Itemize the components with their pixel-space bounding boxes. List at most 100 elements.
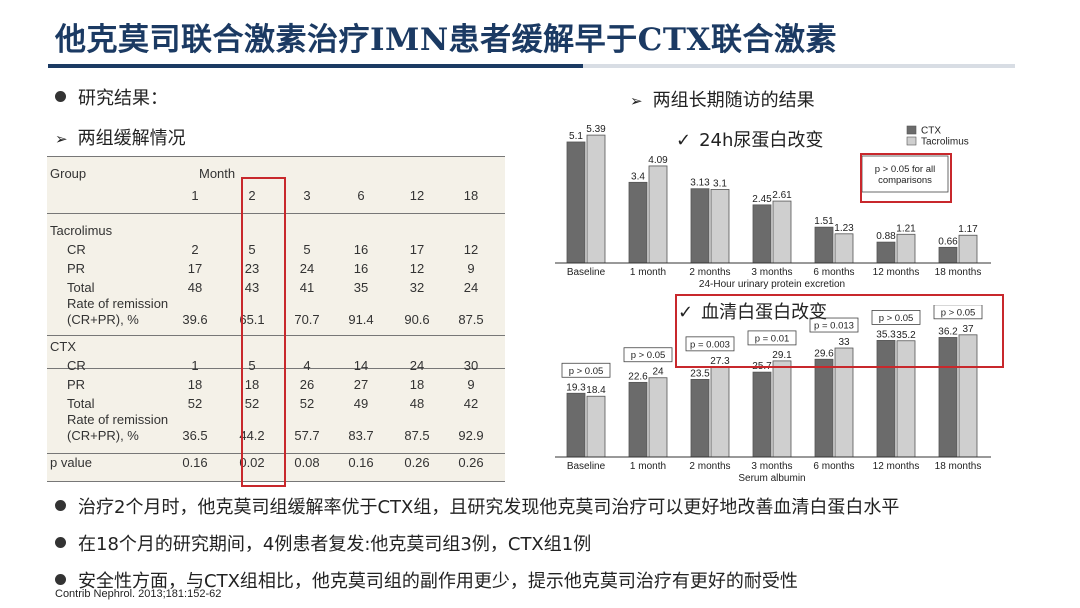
bar-tacrolimus: [586, 134, 606, 264]
table-cell: 52: [244, 396, 260, 411]
data-label: 35.3: [876, 329, 896, 340]
bar-ctx: [876, 241, 896, 264]
bullet-text-1: 治疗2个月时，他克莫司组缓解率优于CTX组，且研究发现他克莫司治疗可以更好地改善…: [78, 497, 900, 518]
data-label: 2.61: [772, 190, 792, 201]
table-cell: 5: [248, 358, 256, 373]
x-tick-label: 3 months: [751, 267, 792, 278]
data-label: 29.6: [814, 348, 834, 359]
data-label: 3.1: [713, 178, 727, 189]
bullet-dot-icon: [55, 574, 66, 585]
table-cell: 70.7: [294, 312, 320, 327]
table-cell: 4: [303, 358, 311, 373]
table-cell: 41: [299, 280, 315, 295]
table-cell: 57.7: [294, 428, 320, 443]
bar-ctx: [566, 141, 586, 264]
bar-ctx: [690, 188, 710, 264]
table-cell: 27: [353, 377, 369, 392]
x-tick-label: 6 months: [813, 267, 854, 278]
data-label: 0.66: [938, 236, 958, 247]
table-cell: 36.5: [182, 428, 208, 443]
table-month-header-cell: 6: [357, 188, 365, 203]
table-cell: 12: [463, 242, 479, 257]
table-cell: 42: [463, 396, 479, 411]
footnote: Contrib Nephrol. 2013;181:152-62: [55, 588, 222, 600]
right-heading-text: 两组长期随访的结果: [652, 90, 815, 111]
table-p-cell: 0.26: [404, 455, 430, 470]
legend-label-tacrolimus: Tacrolimus: [921, 137, 969, 148]
table-cell: 44.2: [239, 428, 265, 443]
data-label: 22.6: [628, 371, 648, 382]
x-tick-label: 1 month: [630, 267, 666, 278]
bullet-item-1: 治疗2个月时，他克莫司组缓解率优于CTX组，且研究发现他克莫司治疗可以更好地改善…: [55, 493, 899, 519]
table-p-cell: 0.08: [294, 455, 320, 470]
table-cell: 17: [409, 242, 425, 257]
data-label: 33: [838, 337, 850, 348]
table-p-cell: 0.02: [239, 455, 265, 470]
p-value-box: [623, 347, 673, 363]
x-tick-label: 12 months: [873, 267, 920, 278]
p-value-label: p > 0.05: [569, 366, 604, 377]
table-cell: 48: [187, 280, 203, 295]
table-cell: 2: [191, 242, 199, 257]
table-cell: 87.5: [458, 312, 484, 327]
table-cell: 43: [244, 280, 260, 295]
x-tick-label: 2 months: [689, 461, 730, 472]
page-title: 他克莫司联合激素治疗IMN患者缓解早于CTX联合激素: [55, 22, 837, 58]
bullet-dot-icon: [55, 91, 66, 102]
table-month-header-cell: 2: [248, 188, 256, 203]
bullet-item-3: 安全性方面，与CTX组相比，他克莫司组的副作用更少，提示他克莫司治疗有更好的耐受…: [55, 567, 798, 593]
title-underline-light: [583, 64, 1015, 68]
data-label: 0.88: [876, 231, 896, 242]
data-label: 3.13: [690, 178, 710, 189]
bar-ctx: [814, 358, 834, 458]
top-chart-caption: ✓ 24h尿蛋白改变: [676, 126, 823, 152]
table-p-cell: 0.16: [348, 455, 374, 470]
left-heading: 研究结果：: [55, 84, 168, 110]
bar-tacrolimus: [648, 165, 668, 264]
table-cell: 24: [463, 280, 479, 295]
data-label: 5.1: [569, 131, 583, 142]
table-cell: 65.1: [239, 312, 265, 327]
p-value-label: p = 0.01: [755, 333, 790, 344]
table-rule: [47, 335, 505, 336]
x-tick-label: 6 months: [813, 461, 854, 472]
data-label: 24: [652, 367, 664, 378]
table-row-label: (CR+PR), %: [67, 312, 139, 327]
bullet-text-2: 在18个月的研究期间，4例患者复发:他克莫司组3例，CTX组1例: [78, 534, 592, 555]
bar-ctx: [814, 226, 834, 264]
data-label: 1.17: [958, 224, 978, 235]
table-p-cell: 0.16: [182, 455, 208, 470]
table-rule: [47, 213, 505, 214]
table-row-label: Rate of remission: [67, 412, 169, 427]
legend-swatch-ctx: [906, 125, 917, 135]
legend-label-ctx: CTX: [921, 126, 941, 137]
table-cell: 87.5: [404, 428, 430, 443]
data-label: 36.2: [938, 326, 958, 337]
table-cell: 90.6: [404, 312, 430, 327]
data-label: 37: [962, 324, 974, 335]
arrow-right-icon: ➢: [630, 92, 643, 110]
bar-ctx: [566, 392, 586, 458]
bar-tacrolimus: [958, 234, 978, 264]
table-month-header-cell: 12: [409, 188, 425, 203]
bar-tacrolimus: [586, 395, 606, 458]
bar-ctx: [628, 381, 648, 458]
table-row-label: PR: [67, 377, 86, 392]
bullet-dot-icon: [55, 537, 66, 548]
x-tick-label: Baseline: [567, 461, 606, 472]
x-tick-label: 12 months: [873, 461, 920, 472]
p-value-label: p > 0.05: [631, 350, 666, 361]
table-cell: 26: [299, 377, 315, 392]
annotation-box: [861, 155, 949, 193]
checkmark-icon: ✓: [678, 302, 694, 323]
table-cell: 18: [187, 377, 203, 392]
p-note-highlight-box: [860, 153, 952, 203]
urinary-protein-chart: 5.15.39 Baseline 3.44.09 1 month 3.13 3.1 2 mo…: [555, 124, 991, 290]
bar-tacrolimus: [834, 233, 854, 264]
legend-swatch-tacrolimus: [906, 136, 917, 146]
x-tick-label: 2 months: [689, 267, 730, 278]
table-cell: 16: [353, 242, 369, 257]
table-cell: 18: [409, 377, 425, 392]
x-tick-label: 18 months: [935, 267, 982, 278]
table-month-header-cell: 1: [191, 188, 199, 203]
